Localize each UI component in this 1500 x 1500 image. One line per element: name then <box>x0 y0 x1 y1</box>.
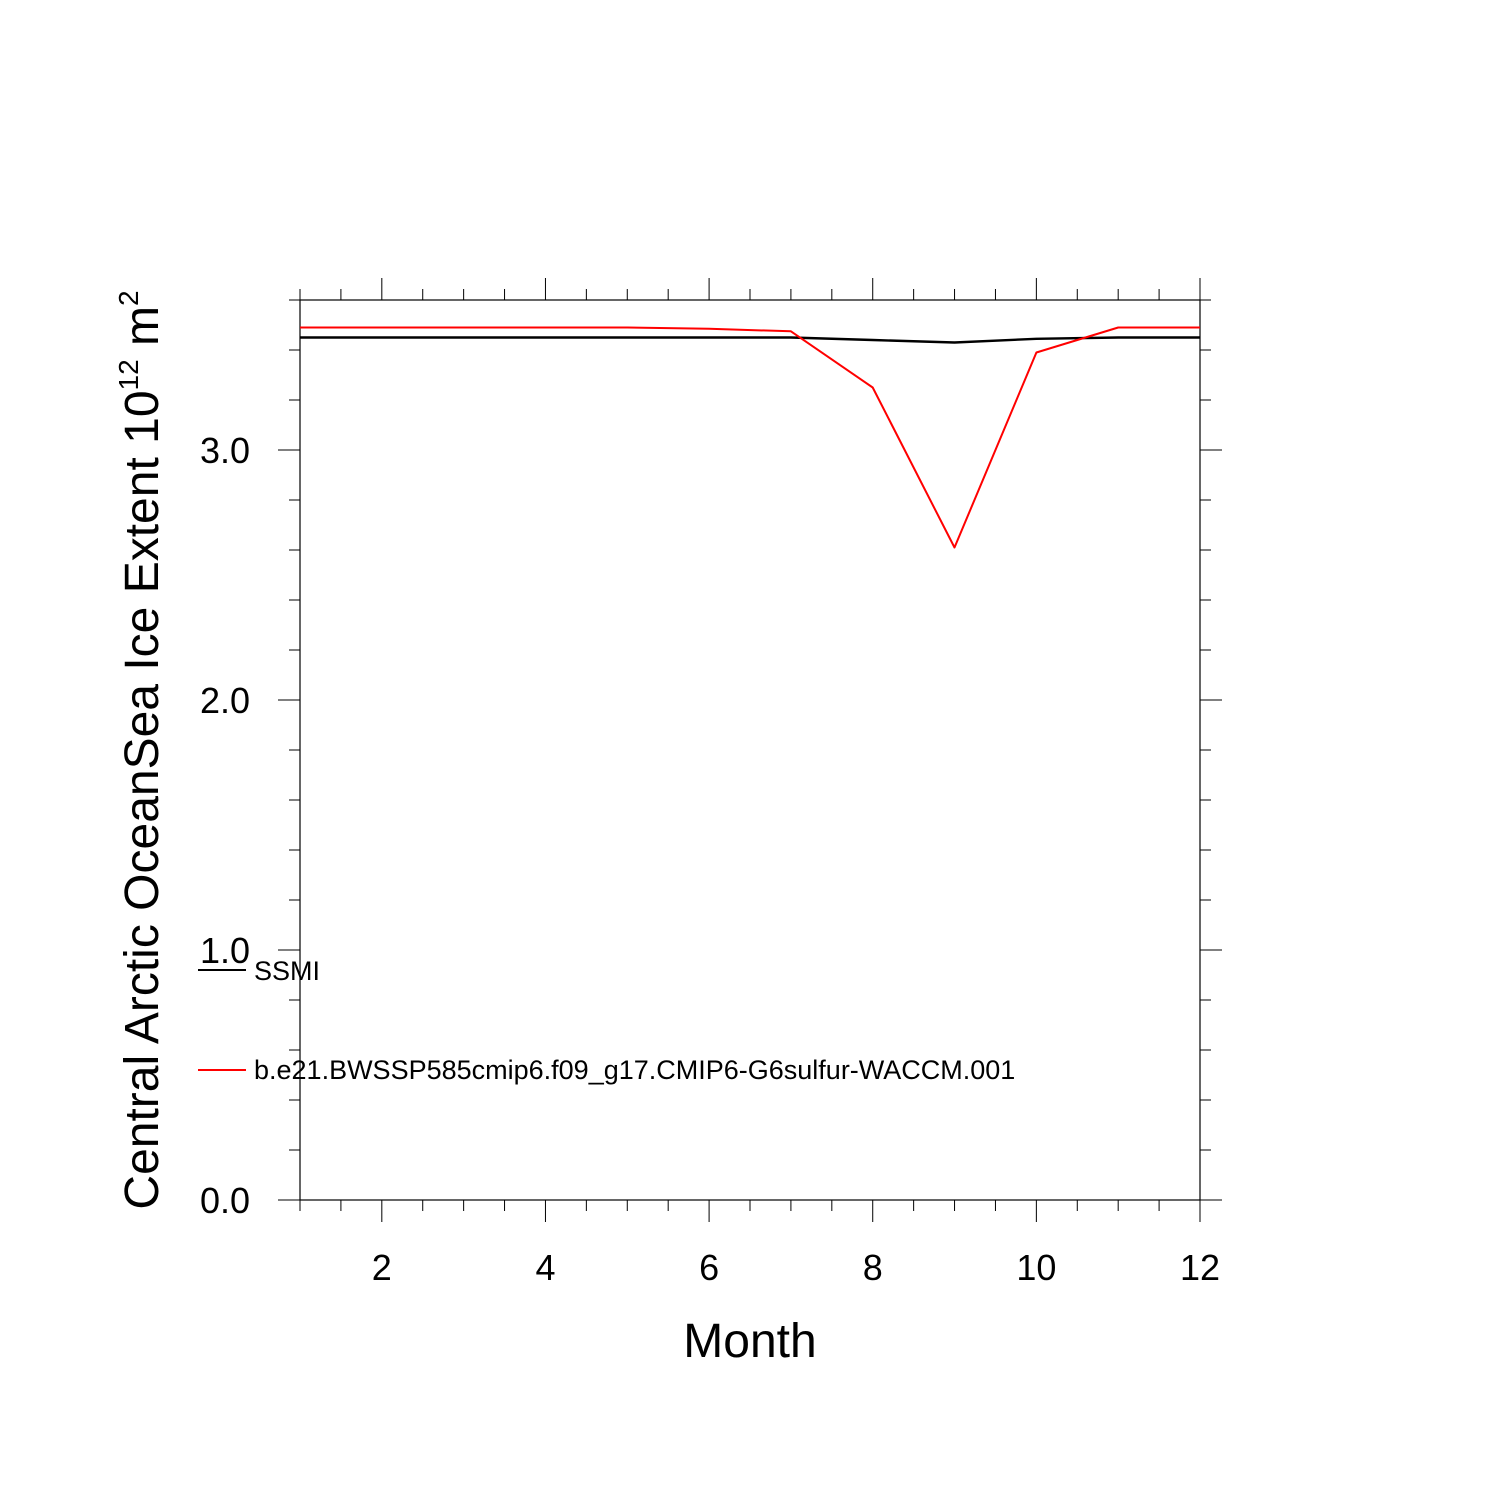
series-line-waccm <box>300 326 1200 549</box>
series-layer <box>300 326 1200 549</box>
legend-label-waccm: b.e21.BWSSP585cmip6.f09_g17.CMIP6-G6sulf… <box>254 1055 1015 1085</box>
x-tick-label: 12 <box>1180 1247 1220 1288</box>
y-axis-title-exponent: 12 <box>113 359 144 390</box>
tick-labels: 2 4 6 8 10 12 0.0 1.0 2.0 3.0 <box>200 430 1220 1288</box>
y-axis-title: Central Arctic OceanSea Ice Extent 1012 … <box>113 290 169 1209</box>
y-axis-title-main: Central Arctic OceanSea Ice Extent 10 <box>116 390 169 1209</box>
y-tick-label: 0.0 <box>200 1180 250 1221</box>
x-tick-label: 6 <box>699 1247 719 1288</box>
x-axis-title: Month <box>683 1315 816 1368</box>
x-tick-label: 8 <box>863 1247 883 1288</box>
y-axis-title-unit: m <box>116 306 169 359</box>
legend-label-ssmi: SSMI <box>254 956 320 986</box>
x-tick-label: 10 <box>1016 1247 1056 1288</box>
y-tick-label: 1.0 <box>200 930 250 971</box>
legend: SSMI b.e21.BWSSP585cmip6.f09_g17.CMIP6-G… <box>198 956 1015 1085</box>
x-tick-label: 2 <box>372 1247 392 1288</box>
y-tick-label: 3.0 <box>200 430 250 471</box>
y-tick-label: 2.0 <box>200 680 250 721</box>
y-axis-title-unit-exponent: 2 <box>113 290 144 306</box>
x-tick-label: 4 <box>535 1247 555 1288</box>
axis-ticks <box>278 278 1222 1222</box>
series-line-ssmi <box>300 336 1200 344</box>
